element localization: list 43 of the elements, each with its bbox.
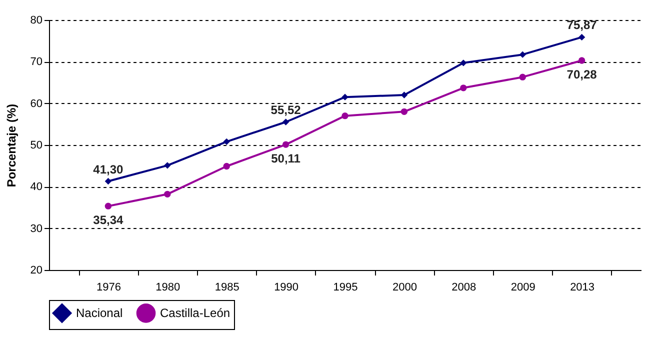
x-tick-label: 2013 — [570, 282, 595, 294]
x-tick-label: 1990 — [274, 282, 299, 294]
point — [223, 162, 230, 170]
point — [342, 94, 348, 100]
data-label: 75,87 — [566, 18, 598, 32]
point — [519, 74, 526, 80]
x-tick-label: 1976 — [96, 282, 121, 294]
data-label: 41,30 — [93, 162, 124, 176]
point — [342, 112, 348, 120]
y-tick-label: 60 — [30, 98, 42, 110]
point — [460, 60, 467, 66]
point — [164, 162, 171, 169]
legend-label: Nacional — [76, 306, 123, 320]
x-tick-label: 1985 — [214, 282, 240, 294]
y-tick-label: 30 — [30, 222, 42, 235]
point — [578, 57, 586, 64]
point — [400, 92, 408, 98]
data-label: 55,52 — [270, 103, 302, 117]
point — [578, 34, 586, 41]
y-tick-label: 70 — [30, 56, 42, 68]
x-tick-label: 1980 — [156, 282, 180, 294]
y-tick-label: 20 — [30, 264, 42, 276]
x-tick-label: 2000 — [392, 282, 417, 294]
point — [104, 178, 112, 185]
point — [164, 190, 171, 198]
data-label: 35,34 — [93, 213, 124, 228]
data-label: 70,28 — [566, 68, 598, 82]
point — [282, 141, 290, 148]
y-tick-label: 80 — [30, 14, 42, 26]
x-tick-label: 1995 — [333, 282, 358, 294]
point — [400, 108, 408, 116]
y-tick-label: 40 — [30, 181, 42, 194]
legend-label: Castilla-León — [160, 306, 230, 320]
y-axis-title: Porcentaje (%) — [4, 104, 18, 188]
point — [282, 118, 290, 126]
y-tick-label: 50 — [30, 140, 42, 152]
point — [104, 202, 112, 210]
x-tick-label: 2009 — [510, 282, 536, 294]
point — [223, 138, 230, 146]
data-label: 50,11 — [271, 152, 301, 166]
point — [460, 84, 467, 92]
point — [519, 51, 526, 58]
x-tick-label: 2008 — [452, 282, 476, 294]
